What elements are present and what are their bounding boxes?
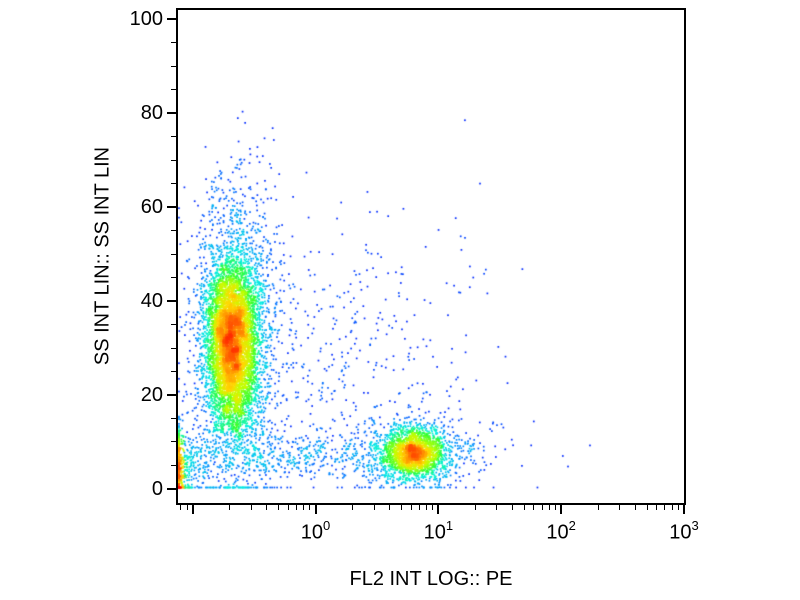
x-major-tick (683, 505, 685, 514)
density-scatter-canvas (178, 10, 684, 503)
x-minor-tick (677, 505, 679, 510)
y-minor-tick (171, 136, 176, 138)
x-tick-label: 102 (546, 518, 576, 544)
x-minor-tick (373, 505, 375, 510)
y-minor-tick (171, 347, 176, 349)
y-major-tick (167, 112, 176, 115)
y-tick-label: 0 (151, 477, 163, 500)
x-tick-label: 100 (300, 518, 331, 544)
x-minor-tick (474, 505, 476, 510)
y-major-tick (167, 206, 176, 209)
y-major-tick (167, 18, 176, 21)
y-tick-label: 100 (129, 8, 163, 31)
x-minor-tick (388, 505, 390, 510)
x-minor-tick (425, 505, 427, 510)
x-minor-tick (309, 505, 311, 510)
x-minor-tick (671, 505, 673, 510)
y-tick-label: 20 (140, 384, 163, 406)
x-minor-tick (496, 505, 498, 510)
y-minor-tick (171, 159, 176, 161)
x-minor-tick (180, 505, 182, 510)
y-minor-tick (171, 464, 176, 466)
y-minor-tick (171, 65, 176, 67)
x-minor-tick (287, 505, 289, 510)
y-major-tick (167, 487, 176, 490)
y-tick-label: 60 (140, 196, 163, 219)
x-minor-tick (619, 505, 621, 510)
x-minor-tick (250, 505, 252, 510)
x-minor-tick (278, 505, 280, 510)
y-minor-tick (171, 371, 176, 373)
y-tick-label: 80 (140, 102, 163, 125)
y-minor-tick (171, 42, 176, 44)
y-major-tick (167, 394, 176, 396)
x-minor-tick (296, 505, 298, 510)
x-major-tick (314, 505, 317, 514)
x-minor-tick (656, 505, 658, 510)
x-minor-tick (410, 505, 412, 510)
x-minor-tick (400, 505, 402, 510)
x-minor-tick (533, 505, 535, 510)
y-minor-tick (171, 183, 176, 185)
x-minor-tick (664, 505, 666, 510)
x-minor-tick (511, 505, 513, 510)
y-axis-label: SS INT LIN:: SS INT LIN (91, 146, 114, 366)
y-minor-tick (171, 441, 176, 443)
plot-area (176, 8, 686, 505)
y-minor-tick (171, 277, 176, 279)
x-major-tick (560, 505, 563, 514)
x-minor-tick (186, 505, 188, 510)
y-minor-tick (171, 417, 176, 419)
x-minor-tick (229, 505, 231, 510)
y-minor-tick (171, 230, 176, 232)
x-major-tick (437, 505, 440, 514)
y-minor-tick (171, 89, 176, 91)
x-minor-tick (634, 505, 636, 510)
y-major-tick (167, 300, 176, 303)
x-minor-tick (266, 505, 268, 510)
x-minor-tick (597, 505, 599, 510)
x-minor-tick (541, 505, 543, 510)
y-tick-label: 40 (140, 290, 163, 313)
x-major-tick (191, 505, 194, 514)
x-minor-tick (555, 505, 557, 510)
y-minor-tick (171, 324, 176, 326)
x-minor-tick (432, 505, 434, 510)
x-minor-tick (548, 505, 550, 510)
x-minor-tick (646, 505, 648, 510)
x-tick-label: 101 (423, 518, 454, 544)
y-minor-tick (171, 253, 176, 255)
x-minor-tick (303, 505, 305, 510)
x-minor-tick (523, 505, 525, 510)
x-axis-label: FL2 INT LOG:: PE (349, 568, 513, 590)
x-minor-tick (418, 505, 420, 510)
x-minor-tick (352, 505, 354, 510)
x-tick-label: 103 (669, 518, 699, 544)
